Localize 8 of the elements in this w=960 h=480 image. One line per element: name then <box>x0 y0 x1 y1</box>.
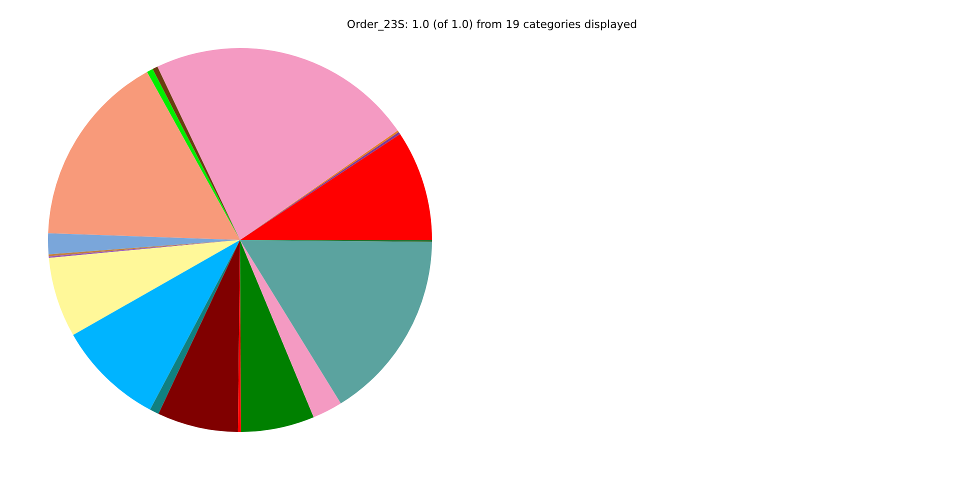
pie-slice <box>158 240 240 432</box>
pie-slice <box>73 240 240 410</box>
pie-slice <box>48 240 240 336</box>
pie-slice <box>240 134 432 240</box>
pie-slice <box>240 240 432 404</box>
pie-slice <box>240 240 314 432</box>
pie-slice <box>48 72 240 240</box>
text: Order_23S: 1.0 (of 1.0) from 19 categories displayed <box>346 18 638 31</box>
